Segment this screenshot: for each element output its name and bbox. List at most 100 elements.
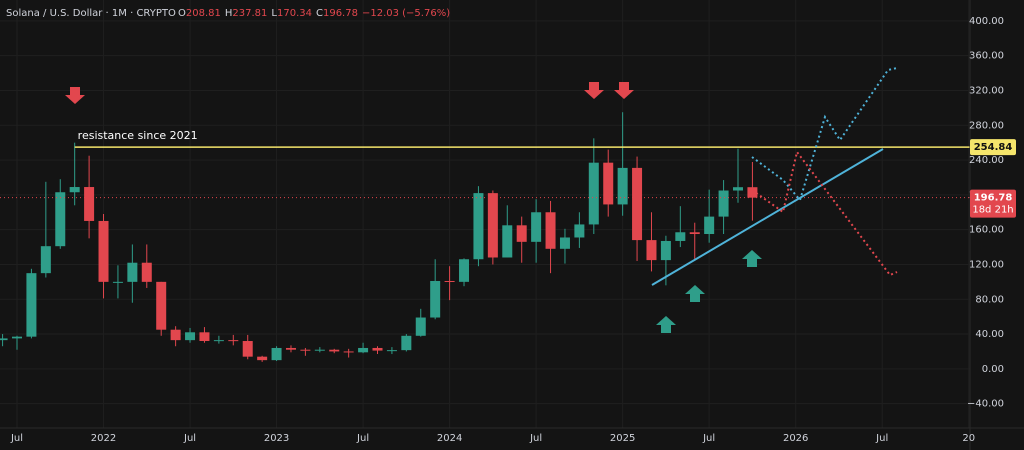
y-tick-label: 40.00 [975,329,1004,340]
chart-title: Solana / U.S. Dollar · 1M · CRYPTO [6,8,176,19]
resistance-price-label: 254.84 [974,142,1013,153]
candle-body [69,187,80,193]
candle-body [285,347,296,350]
resistance-price-box [970,139,1016,156]
resistance-label: resistance since 2021 [78,129,198,142]
candle-body [127,262,138,282]
y-tick-label: −40.00 [967,399,1004,410]
legend-change: −12.03 (−5.76%) [362,8,450,19]
candle-body [430,280,441,318]
x-tick-label: 2025 [610,433,635,444]
candle-body [401,335,412,351]
down-arrow [65,87,85,104]
legend-key: L [271,8,277,19]
x-tick-label: 2026 [783,433,808,444]
candle-body [300,349,311,351]
y-tick-label: 0.00 [982,364,1004,375]
up-arrow [742,250,762,267]
axes: −40.000.0040.0080.00120.00160.00200.0024… [10,16,1016,444]
y-tick-label: 80.00 [975,294,1004,305]
candle-body [199,332,210,342]
x-tick-label: 20 [962,433,975,444]
projection-up [751,67,898,203]
legend-key: H [225,8,233,19]
candle-body [242,341,253,357]
projection-down [751,149,898,277]
candle-body [84,187,95,221]
candle-body [531,212,542,242]
legend-key: C [316,8,323,19]
y-tick-label: 360.00 [969,51,1004,62]
candle-body [747,187,758,198]
candle-body [329,349,340,352]
candle-body [444,280,455,282]
x-tick-label: Jul [10,433,23,444]
y-tick-label: 120.00 [969,259,1004,270]
candle-body [516,225,527,242]
candle-body [675,232,686,241]
candle-body [185,332,196,341]
x-tick-label: Jul [875,433,888,444]
x-tick-label: 2022 [91,433,116,444]
candle-body [372,347,383,351]
candle-body [314,349,325,351]
x-tick-label: Jul [183,433,196,444]
candle-body [733,187,743,191]
candle-body [473,193,484,260]
candle-body [689,232,700,235]
candle-body [487,193,498,258]
ohlc-legend: O208.81 H237.81 L170.34 C196.78 −12.03 (−5.7… [178,8,450,19]
x-tick-label: Jul [702,433,715,444]
candle-body [502,225,513,258]
candle-body [98,220,109,282]
candle-body [545,212,556,249]
candle-body [257,356,268,361]
y-tick-label: 160.00 [969,225,1004,236]
y-tick-label: 320.00 [969,85,1004,96]
legend-value: 237.81 [232,8,267,19]
candle-body [704,216,715,235]
candle-body [12,336,22,339]
candle-body [170,329,181,341]
candle-body [646,240,657,261]
candle-body [459,259,470,282]
legend-key: O [178,8,186,19]
candle-body [632,167,643,241]
candle-body [55,192,66,247]
legend-value: 196.78 [323,8,358,19]
candle-body [588,162,599,225]
x-tick-label: Jul [356,433,369,444]
legend-value: 170.34 [277,8,312,19]
candle-body [718,190,729,217]
candle-body [358,347,369,353]
legend-value: 208.81 [186,8,221,19]
candle-body [228,340,239,342]
candle-body [603,162,614,205]
countdown-label: 18d 21h [972,205,1013,216]
last-price-label: 196.78 [974,193,1013,204]
candle-body [617,167,628,205]
candle-body [574,224,585,238]
candle-body [343,351,354,353]
up-arrow [656,316,676,333]
candle-body [112,281,123,283]
candle-body [26,273,37,337]
candle-body [559,237,570,249]
down-arrow [614,82,634,99]
candle-body [660,240,671,261]
candle-body [271,347,282,361]
candle-body [415,317,426,336]
plot-area: resistance since 2021 [0,112,970,362]
last-price-box [970,189,1016,218]
candle-body [40,246,51,274]
candle-body [386,350,397,352]
drawings [65,67,898,333]
y-tick-label: 280.00 [969,120,1004,131]
candle-body [0,338,8,341]
candle-body [141,262,152,282]
up-arrow [685,285,705,302]
y-tick-label: 400.00 [969,16,1004,27]
x-tick-label: Jul [529,433,542,444]
trend-line [651,148,884,286]
